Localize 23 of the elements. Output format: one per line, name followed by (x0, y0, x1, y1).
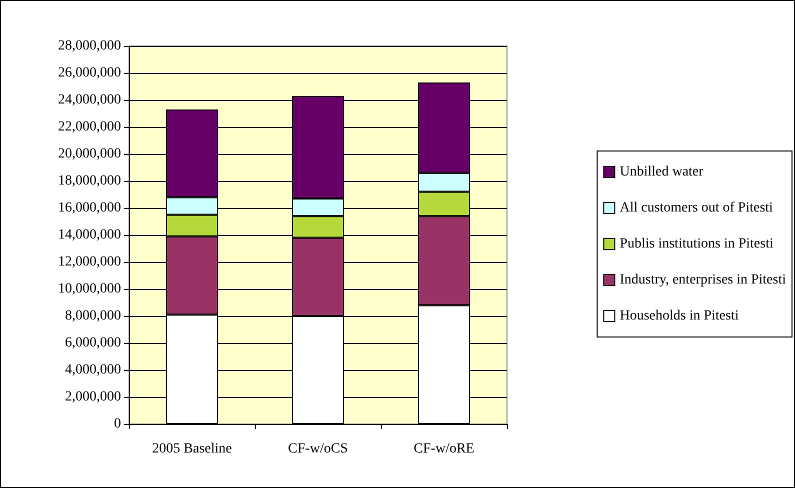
x-tick-label: CF-w/oCS (288, 442, 348, 456)
y-tick-label: 18,000,000 (58, 174, 121, 188)
y-tick-label: 2,000,000 (65, 390, 121, 404)
x-tick-label: CF-w/oRE (414, 442, 474, 456)
y-tick-label: 20,000,000 (58, 146, 121, 162)
y-tick-label: 28,000,000 (58, 38, 121, 54)
legend-label: Unbilled water (620, 164, 704, 180)
y-tick-label: 16,000,000 (58, 200, 121, 216)
y-tick-label: 12,000,000 (58, 254, 121, 270)
y-tick-label: 8,000,000 (65, 308, 121, 324)
legend-label: Industry, enterprises in Pitesti (620, 272, 786, 288)
legend-label: All customers out of Pitesti (620, 200, 774, 216)
y-tick-label: 6,000,000 (65, 336, 121, 350)
y-tick-label: 24,000,000 (58, 92, 121, 108)
y-tick-label: 26,000,000 (58, 66, 121, 80)
legend-label: Publis institutions in Pitesti (620, 236, 774, 252)
legend-label: Households in Pitesti (620, 308, 739, 324)
y-tick-label: 14,000,000 (58, 228, 121, 242)
y-tick-label: 4,000,000 (65, 362, 121, 378)
x-tick-label: 2005 Baseline (152, 442, 232, 456)
y-tick-label: 10,000,000 (58, 282, 121, 296)
y-tick-label: 0 (114, 416, 121, 432)
y-tick-label: 22,000,000 (58, 120, 121, 134)
